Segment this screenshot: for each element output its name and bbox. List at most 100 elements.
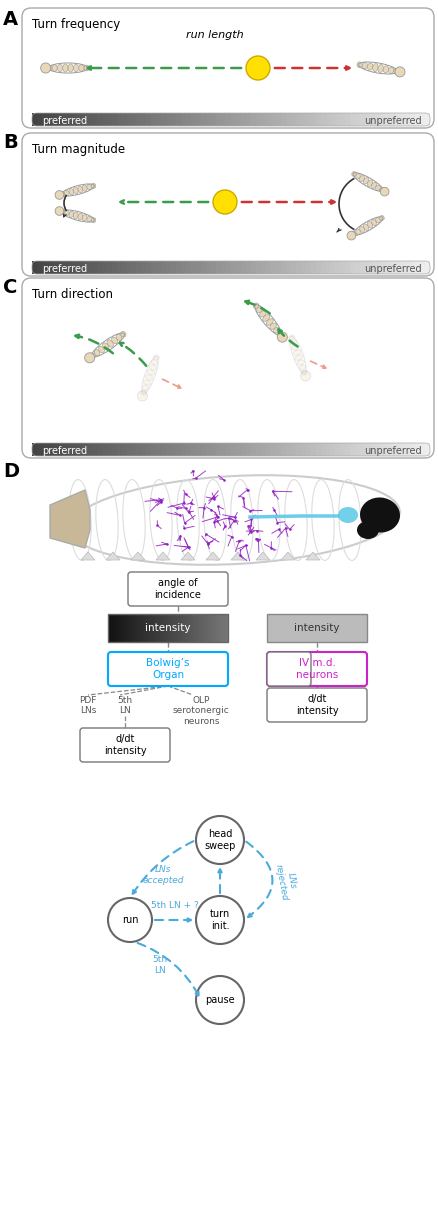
Bar [155, 614, 157, 642]
Bar [154, 614, 155, 642]
Ellipse shape [91, 183, 95, 188]
Bar [102, 261, 106, 274]
Bar [245, 261, 251, 274]
Bar [399, 113, 404, 126]
Bar [215, 614, 217, 642]
Bar [126, 614, 127, 642]
Bar [222, 614, 223, 642]
Bar [204, 614, 205, 642]
Ellipse shape [153, 355, 159, 360]
Bar [171, 113, 176, 126]
Bar [305, 261, 310, 274]
Ellipse shape [137, 391, 147, 401]
Ellipse shape [253, 304, 258, 308]
Bar [285, 261, 290, 274]
Circle shape [212, 190, 237, 215]
Bar [211, 442, 215, 456]
Bar [57, 261, 62, 274]
Bar [399, 261, 404, 274]
Bar [385, 261, 389, 274]
Ellipse shape [85, 352, 95, 363]
Bar [330, 442, 335, 456]
Bar [130, 614, 132, 642]
Bar [315, 261, 320, 274]
FancyBboxPatch shape [128, 572, 227, 606]
Bar [255, 261, 260, 274]
FancyBboxPatch shape [266, 688, 366, 722]
Bar [32, 113, 37, 126]
Bar [251, 261, 255, 274]
Bar [81, 261, 87, 274]
Bar [315, 442, 320, 456]
Bar [32, 261, 37, 274]
Bar [144, 614, 145, 642]
Ellipse shape [87, 216, 91, 222]
Ellipse shape [64, 190, 69, 196]
Bar [67, 113, 72, 126]
Ellipse shape [90, 354, 95, 358]
Text: Turn direction: Turn direction [32, 288, 113, 301]
Bar [220, 614, 222, 642]
Polygon shape [131, 552, 145, 560]
Bar [255, 442, 260, 456]
Bar [315, 113, 320, 126]
Bar [255, 113, 260, 126]
Bar [364, 261, 370, 274]
Bar [121, 261, 126, 274]
Bar [419, 442, 424, 456]
Bar [121, 113, 126, 126]
Bar [42, 442, 47, 456]
Bar [136, 261, 141, 274]
Polygon shape [180, 552, 194, 560]
Bar [120, 614, 121, 642]
FancyBboxPatch shape [22, 278, 433, 458]
Text: D: D [3, 462, 19, 482]
Bar [146, 261, 151, 274]
Bar [374, 442, 379, 456]
Polygon shape [50, 490, 90, 549]
Bar [295, 261, 300, 274]
Text: run length: run length [186, 30, 243, 40]
Bar [142, 614, 144, 642]
Bar [106, 113, 111, 126]
Ellipse shape [60, 210, 64, 215]
Bar [96, 113, 102, 126]
Bar [81, 442, 87, 456]
Bar [350, 442, 355, 456]
Bar [191, 261, 196, 274]
Bar [320, 442, 325, 456]
Bar [187, 614, 189, 642]
Bar [163, 614, 165, 642]
Text: d/dt
intensity: d/dt intensity [103, 734, 146, 756]
Bar [270, 261, 275, 274]
Bar [42, 261, 47, 274]
Ellipse shape [120, 332, 126, 336]
Ellipse shape [73, 65, 78, 72]
Bar [251, 442, 255, 456]
FancyBboxPatch shape [22, 9, 433, 128]
Bar [141, 442, 146, 456]
Bar [52, 442, 57, 456]
Bar [181, 113, 186, 126]
Ellipse shape [147, 369, 155, 375]
Bar [350, 113, 355, 126]
Bar [183, 614, 184, 642]
Bar [96, 442, 102, 456]
Bar [394, 261, 399, 274]
Ellipse shape [70, 475, 399, 564]
Text: intensity: intensity [293, 623, 339, 633]
Bar [153, 614, 154, 642]
Ellipse shape [60, 191, 64, 196]
Ellipse shape [294, 355, 302, 361]
Bar [230, 261, 236, 274]
Bar [419, 113, 424, 126]
Bar [201, 261, 206, 274]
Bar [211, 113, 215, 126]
Bar [300, 442, 305, 456]
Bar [236, 261, 240, 274]
Ellipse shape [299, 364, 305, 371]
Text: angle of
incidence: angle of incidence [154, 578, 201, 600]
Bar [394, 113, 399, 126]
Bar [37, 442, 42, 456]
Ellipse shape [288, 335, 294, 340]
